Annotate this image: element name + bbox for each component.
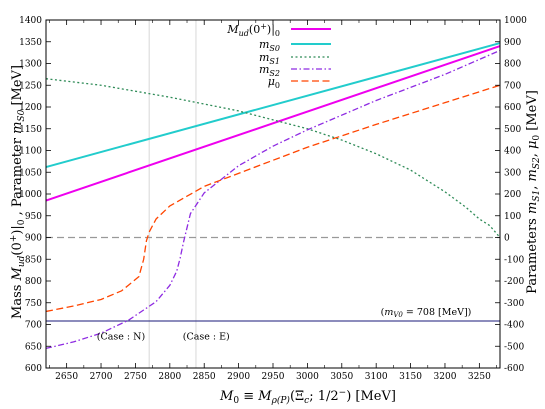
y-left-tick-label: 1200: [19, 103, 42, 113]
legend-label-mud: Mud(0+)|0: [226, 22, 280, 38]
x-tick-label: 2950: [262, 372, 285, 382]
y-right-axis-title: Parameters mS1, mS2, μ0 [MeV]: [525, 90, 542, 294]
y-left-tick-label: 1400: [19, 16, 42, 26]
y-left-axis-title: Mass Mud(0+)|0 , Parameter mS0 [MeV]: [9, 65, 27, 319]
y-right-tick-label: 800: [504, 60, 521, 70]
y-right-tick-label: 500: [504, 125, 521, 135]
x-tick-label: 2800: [158, 372, 181, 382]
y-left-tick-label: 1250: [19, 81, 42, 91]
series-line-1: [45, 42, 501, 168]
x-tick-label: 2750: [124, 372, 147, 382]
x-tick-label: 3100: [365, 372, 388, 382]
y-right-tick-label: -200: [504, 277, 524, 287]
vertical-guide-lines: [148, 20, 197, 368]
y-left-tick-label: 1100: [19, 147, 42, 157]
y-left-tick-label: 1150: [19, 125, 42, 135]
y-left-tick-label: 800: [25, 277, 42, 287]
y-right-tick-label: 300: [504, 168, 521, 178]
annotation-mv0: (mV0 = 708 [MeV]): [381, 307, 472, 319]
y-left-tick-label: 650: [25, 342, 42, 352]
x-tick-label: 3200: [434, 372, 457, 382]
y-left-tick-label: 750: [25, 299, 42, 309]
x-tick-label: 3150: [399, 372, 422, 382]
y-right-tick-label: -500: [504, 342, 524, 352]
x-tick-label: 2700: [90, 372, 113, 382]
y-right-tick-label: 600: [504, 103, 521, 113]
y-right-tick-label: 200: [504, 190, 521, 200]
y-right-tick-label: 900: [504, 38, 521, 48]
y-right-tick-label: -400: [504, 321, 524, 331]
x-tick-label: 2650: [55, 372, 78, 382]
y-left-tick-label: 600: [25, 364, 42, 374]
y-right-tick-label: 400: [504, 147, 521, 157]
y-right-tick-label: 700: [504, 81, 521, 91]
legend-swatches: [291, 28, 331, 82]
y-right-tick-label: -100: [504, 255, 524, 265]
series-line-0: [45, 45, 501, 202]
annotation-case-e: (Case : E): [183, 332, 230, 343]
x-tick-label: 2850: [193, 372, 216, 382]
y-right-tick-label: 0: [504, 234, 510, 244]
y-left-tick-label: 850: [25, 255, 42, 265]
x-tick-label: 3050: [330, 372, 353, 382]
y-right-tick-label: 1000: [504, 16, 527, 26]
y-left-tick-label: 950: [25, 212, 42, 222]
ticks-layer: 2650 2700 2750 2800 2850 2900 2950 3000 3050 3100…: [19, 16, 527, 382]
x-axis-title: M0 ≡ Mρ(P)(Ξc; 1/2−) [MeV]: [219, 388, 396, 406]
series-line-2: [45, 78, 501, 238]
x-tick-label: 2900: [227, 372, 250, 382]
y-left-tick-label: 700: [25, 321, 42, 331]
x-tick-label: 3250: [468, 372, 491, 382]
y-left-tick-label: 1350: [19, 38, 42, 48]
y-left-tick-label: 1000: [19, 190, 42, 200]
x-tick-label: 3000: [296, 372, 319, 382]
series-line-4: [45, 84, 501, 313]
y-left-tick-label: 1300: [19, 60, 42, 70]
y-right-tick-label: -600: [504, 364, 524, 374]
y-left-tick-label: 1050: [19, 168, 42, 178]
series-layer: [45, 42, 501, 350]
y-left-tick-label: 900: [25, 234, 42, 244]
annotation-case-n: (Case : N): [97, 332, 145, 343]
legend: Mud(0+)|0 mS0 mS1 mS2 μ0: [226, 22, 331, 90]
y-right-tick-label: -300: [504, 299, 524, 309]
y-right-tick-label: 100: [504, 212, 521, 222]
series-line-3: [45, 49, 501, 350]
